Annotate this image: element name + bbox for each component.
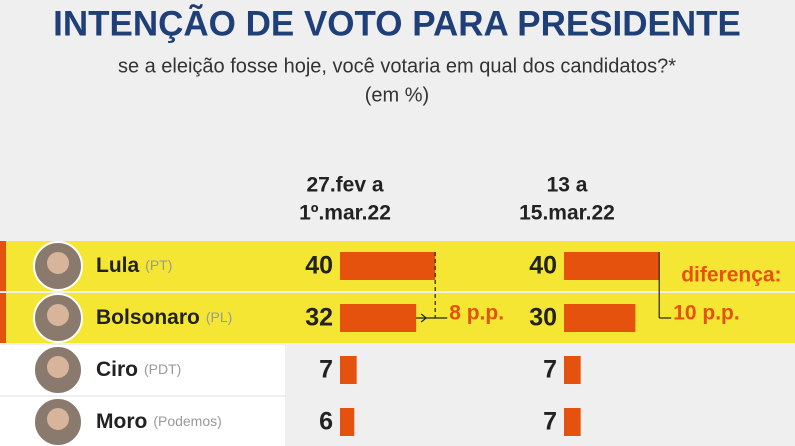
party: (PDT) bbox=[144, 361, 181, 377]
photo-face bbox=[47, 356, 69, 378]
value-label: 32 bbox=[305, 304, 333, 332]
value-label: 7 bbox=[319, 356, 333, 384]
candidate-name: Ciro (PDT) bbox=[96, 358, 181, 381]
name: Moro bbox=[96, 410, 147, 433]
value-label: 40 bbox=[305, 252, 333, 280]
photo-face bbox=[47, 252, 69, 274]
bar bbox=[564, 408, 581, 436]
difference-title: diferença: bbox=[681, 264, 781, 287]
bar bbox=[340, 252, 436, 280]
bar bbox=[564, 356, 581, 384]
photo-face bbox=[47, 408, 69, 430]
candidate-name: Bolsonaro (PL) bbox=[96, 306, 232, 329]
value-label: 30 bbox=[529, 304, 557, 332]
bar bbox=[340, 356, 357, 384]
column-header: 1º.mar.22 bbox=[299, 202, 391, 225]
row-marker bbox=[0, 241, 6, 291]
party: (Podemos) bbox=[153, 413, 221, 429]
column-header: 13 a bbox=[547, 174, 588, 197]
chart-title: INTENÇÃO DE VOTO PARA PRESIDENTE bbox=[53, 4, 741, 43]
column-header: 15.mar.22 bbox=[519, 202, 615, 225]
value-label: 40 bbox=[529, 252, 557, 280]
arrow-head bbox=[420, 313, 428, 323]
column-header: 27.fev a bbox=[306, 174, 383, 197]
bar bbox=[340, 408, 355, 436]
party: (PL) bbox=[206, 309, 232, 325]
bar bbox=[340, 304, 417, 332]
name: Bolsonaro bbox=[96, 306, 200, 329]
candidate-name: Lula (PT) bbox=[96, 254, 172, 277]
name: Ciro bbox=[96, 358, 138, 381]
value-label: 7 bbox=[543, 356, 557, 384]
chart-subtitle: se a eleição fosse hoje, você votaria em… bbox=[118, 55, 676, 77]
value-label: 6 bbox=[319, 408, 333, 436]
difference-label: 8 p.p. bbox=[449, 302, 504, 325]
bar bbox=[564, 252, 660, 280]
unit-note: (em %) bbox=[365, 84, 429, 106]
name: Lula bbox=[96, 254, 139, 277]
candidate-name: Moro (Podemos) bbox=[96, 410, 222, 433]
difference-label: 10 p.p. bbox=[673, 302, 740, 325]
row-marker bbox=[0, 293, 6, 343]
value-label: 7 bbox=[543, 408, 557, 436]
party: (PT) bbox=[145, 257, 172, 273]
photo-face bbox=[47, 304, 69, 326]
bar bbox=[564, 304, 636, 332]
